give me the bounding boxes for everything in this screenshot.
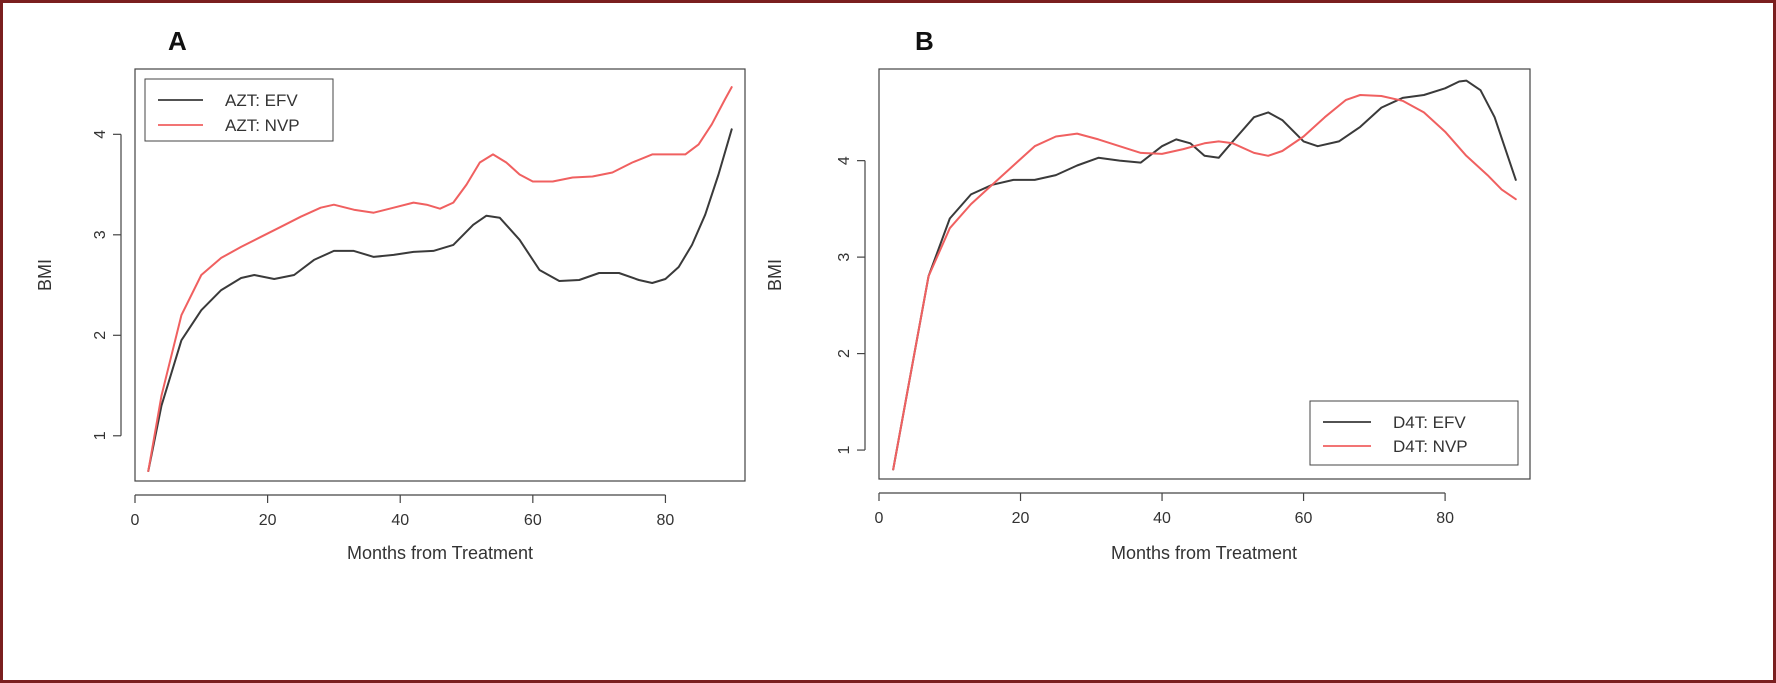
y-tick-label: 4 bbox=[92, 130, 109, 139]
plot-area bbox=[134, 68, 746, 482]
panel-b: B 0 20 40 60 80 1 2 3 4 Months from Treatment B… bbox=[765, 26, 1531, 563]
y-tick-label: 4 bbox=[836, 156, 853, 165]
panel-label: A bbox=[168, 26, 187, 56]
y-tick-label: 1 bbox=[92, 431, 109, 440]
y-tick-label: 3 bbox=[836, 253, 853, 262]
x-tick-label: 80 bbox=[1436, 510, 1454, 527]
y-tick-label: 3 bbox=[92, 230, 109, 239]
x-tick-label: 20 bbox=[1012, 510, 1030, 527]
x-axis: 0 20 40 60 80 bbox=[131, 494, 675, 529]
legend-box bbox=[1309, 400, 1519, 466]
legend-label-nvp: AZT: NVP bbox=[225, 116, 300, 135]
series-line-nvp bbox=[892, 94, 1517, 471]
x-axis-title: Months from Treatment bbox=[1111, 543, 1297, 563]
x-tick-label: 80 bbox=[657, 512, 675, 529]
plot-area bbox=[878, 68, 1531, 480]
y-tick-label: 1 bbox=[836, 446, 853, 455]
x-tick-label: 40 bbox=[391, 512, 409, 529]
x-axis: 0 20 40 60 80 bbox=[875, 492, 1454, 527]
legend: AZT: EFV AZT: NVP bbox=[144, 78, 334, 142]
legend-label-nvp: D4T: NVP bbox=[1393, 437, 1468, 456]
x-tick-label: 60 bbox=[524, 512, 542, 529]
y-axis-title: BMI bbox=[765, 259, 785, 291]
x-tick-label: 0 bbox=[875, 510, 884, 527]
x-axis-title: Months from Treatment bbox=[347, 543, 533, 563]
legend-label-efv: D4T: EFV bbox=[1393, 413, 1466, 432]
y-tick-label: 2 bbox=[836, 349, 853, 358]
y-axis-title: BMI bbox=[35, 259, 55, 291]
x-tick-label: 0 bbox=[131, 512, 140, 529]
legend: D4T: EFV D4T: NVP bbox=[1309, 400, 1519, 466]
y-axis: 1 2 3 4 bbox=[92, 130, 122, 440]
panel-a: A 0 20 40 60 80 1 2 3 4 Months from Treatment B… bbox=[35, 26, 746, 563]
series-lines bbox=[892, 79, 1517, 471]
legend-box bbox=[144, 78, 334, 142]
series-line-efv bbox=[147, 128, 733, 472]
x-tick-label: 60 bbox=[1295, 510, 1313, 527]
series-line-efv bbox=[892, 79, 1517, 471]
legend-label-efv: AZT: EFV bbox=[225, 91, 298, 110]
x-tick-label: 40 bbox=[1153, 510, 1171, 527]
y-axis: 1 2 3 4 bbox=[836, 156, 866, 455]
panel-label: B bbox=[915, 26, 934, 56]
series-lines bbox=[147, 86, 733, 472]
series-line-nvp bbox=[147, 86, 733, 472]
x-tick-label: 20 bbox=[259, 512, 277, 529]
y-tick-label: 2 bbox=[92, 331, 109, 340]
